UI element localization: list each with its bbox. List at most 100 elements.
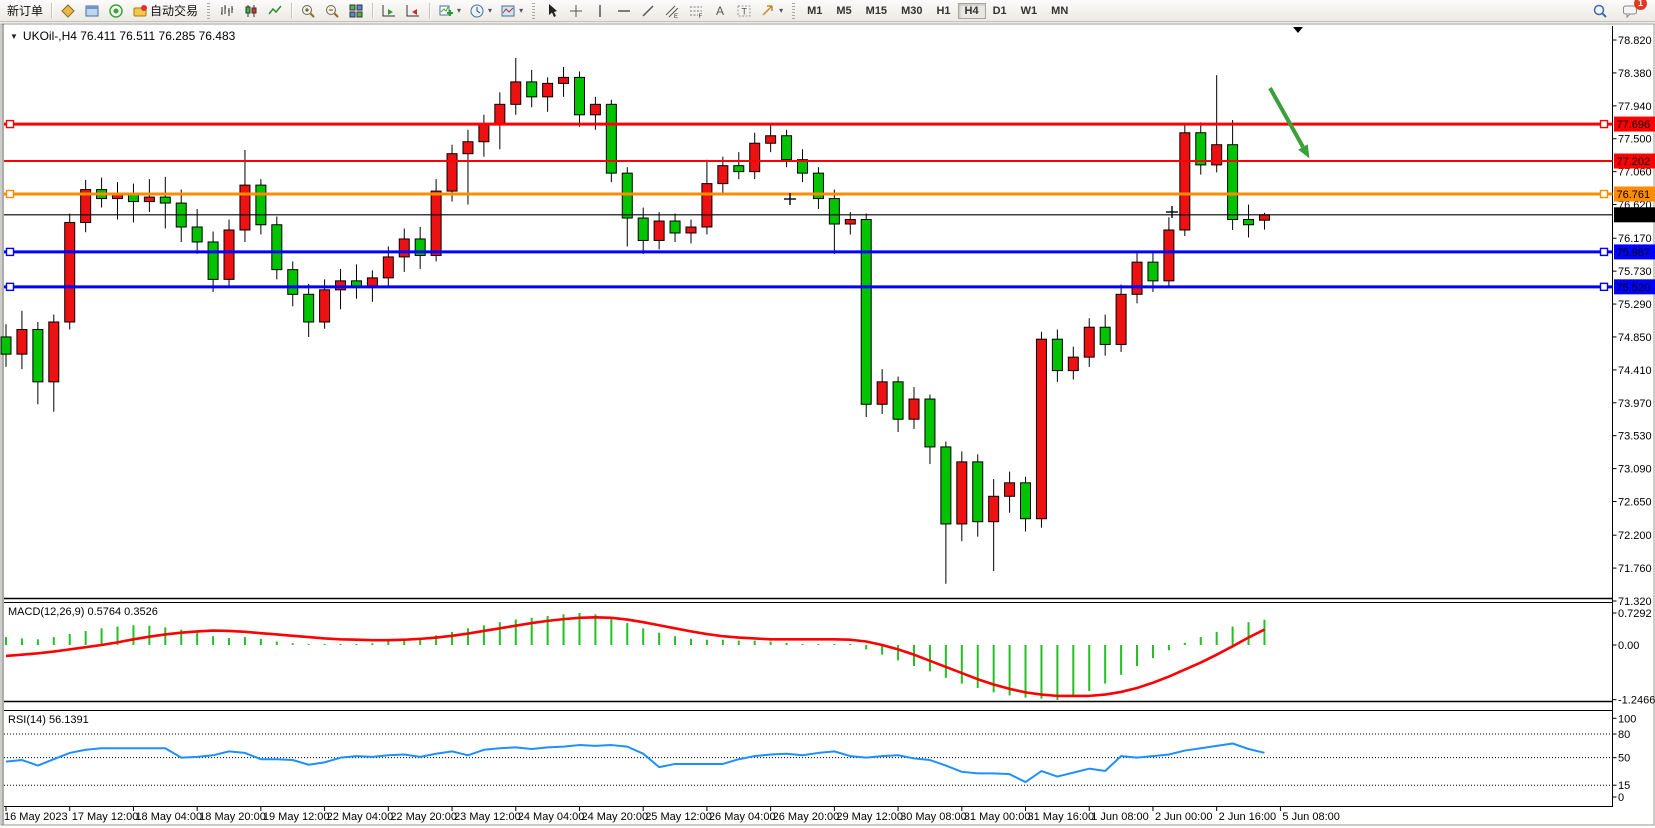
chevron-down-icon: ▾ — [457, 6, 462, 15]
timeframe-h1-button[interactable]: H1 — [936, 4, 951, 17]
line-handle[interactable] — [5, 119, 15, 129]
macd-axis-label: -1.2466 — [1618, 695, 1655, 707]
timeframe-m5-button[interactable]: M5 — [836, 4, 852, 17]
new-chart-icon — [439, 5, 454, 16]
line-handle[interactable] — [5, 247, 15, 257]
candles-layer — [0, 57, 1270, 584]
cursor-button[interactable] — [540, 0, 564, 22]
market-watch-button[interactable] — [56, 0, 80, 22]
timeframe-mn-button[interactable]: MN — [1051, 4, 1069, 17]
candle — [653, 212, 665, 250]
autotrading-button-label: 自动交易 — [150, 4, 199, 18]
time-axis-label: 22 May 04:00 — [327, 811, 394, 823]
timeframe-m30-button[interactable]: M30 — [901, 4, 923, 17]
timeframe-d1-button[interactable]: D1 — [992, 4, 1007, 17]
candle — [526, 69, 538, 108]
chart-window[interactable]: 78.820 78.380 77.940 77.500 77.060 76.620 76.1… — [0, 23, 1655, 828]
horizontal-line-77.202[interactable]: 77.202 — [4, 153, 1655, 169]
line-handle[interactable] — [1599, 282, 1609, 292]
price-chart[interactable]: 78.82078.38077.94077.50077.06076.62076.1… — [0, 23, 1655, 828]
candle — [1004, 471, 1016, 513]
candle — [892, 376, 904, 432]
candle — [940, 441, 952, 584]
templates-button[interactable]: ▾ — [496, 0, 527, 22]
horizontal-line-76.761[interactable]: 76.761 — [4, 186, 1655, 202]
cross-marker — [1166, 206, 1178, 218]
new-order-button-label: 新订单 — [7, 4, 44, 18]
horizontal-line-75.520[interactable]: 75.520 — [4, 279, 1655, 295]
timeframe-m15-button[interactable]: M15 — [865, 4, 888, 17]
text-label-button[interactable]: T — [732, 0, 756, 22]
equidistant-channel-button[interactable]: E — [660, 0, 684, 22]
candle — [191, 209, 203, 254]
candle — [717, 156, 729, 195]
trendline-button[interactable] — [636, 0, 660, 22]
line-handle[interactable] — [5, 282, 15, 292]
candle — [573, 71, 585, 127]
trend-arrow-annotation[interactable] — [1268, 87, 1310, 159]
navigator-button[interactable] — [80, 0, 104, 22]
time-axis-label: 19 May 12:00 — [263, 811, 330, 823]
new-order-button[interactable]: 新订单 — [3, 0, 47, 22]
price-badge-label: 77.696 — [1617, 119, 1651, 131]
price-axis-label: 72.650 — [1618, 497, 1652, 509]
horizontal-line-77.696[interactable]: 77.696 — [4, 116, 1655, 132]
price-badge-label: 76.761 — [1617, 189, 1651, 201]
signals-button[interactable] — [104, 0, 128, 22]
candle — [1020, 476, 1032, 532]
shapes-icon — [762, 4, 773, 16]
price-axis-label: 73.090 — [1618, 464, 1652, 476]
price-badge — [1614, 279, 1655, 295]
time-axis-label: 1 Jun 08:00 — [1091, 811, 1149, 823]
candle — [175, 189, 187, 242]
price-axis-label: 73.530 — [1618, 431, 1652, 443]
time-axis-label: 22 May 20:00 — [390, 811, 457, 823]
current-price-label: 76.483 — [1617, 210, 1651, 222]
candle — [430, 179, 442, 262]
vertical-line-button[interactable] — [588, 0, 612, 22]
periods-button[interactable]: ▾ — [465, 0, 496, 22]
rsi-axis-label: 100 — [1618, 713, 1636, 725]
auto-scroll-button[interactable] — [377, 0, 401, 22]
candle — [48, 314, 60, 412]
line-handle[interactable] — [1599, 189, 1609, 199]
search-button[interactable] — [1588, 0, 1612, 22]
auto-scroll-icon — [382, 4, 396, 16]
macd-signal-line — [5, 616, 1266, 698]
fibonacci-button[interactable]: F — [684, 0, 708, 22]
chat-button[interactable]: 1 — [1618, 0, 1647, 22]
zoom-out-button[interactable] — [320, 0, 344, 22]
clock-icon — [470, 4, 484, 17]
chart-shift-marker[interactable] — [1293, 27, 1303, 33]
text-label-icon: T — [737, 5, 751, 16]
horizontal-line-button[interactable] — [612, 0, 636, 22]
timeframe-m1-button[interactable]: M1 — [807, 4, 823, 17]
timeframe-w1-button[interactable]: W1 — [1020, 4, 1038, 17]
svg-text:E: E — [674, 14, 678, 19]
price-badge — [1614, 116, 1655, 132]
crosshair-button[interactable] — [564, 0, 588, 22]
tile-windows-button[interactable] — [344, 0, 368, 22]
text-button[interactable]: A — [708, 0, 732, 22]
line-handle[interactable] — [1599, 247, 1609, 257]
candlestick-button[interactable] — [239, 0, 263, 22]
autotrading-button[interactable]: 自动交易 — [128, 0, 202, 22]
timeframe-h4-button[interactable]: H4 — [957, 2, 986, 19]
line-handle[interactable] — [5, 189, 15, 199]
bar-chart-button[interactable] — [215, 0, 239, 22]
line-handle[interactable] — [1599, 119, 1609, 129]
time-axis-label: 23 May 12:00 — [454, 811, 521, 823]
arrows-button[interactable]: ▾ — [756, 0, 787, 22]
line-chart-button[interactable] — [263, 0, 287, 22]
zoom-in-button[interactable] — [296, 0, 320, 22]
candle — [32, 321, 44, 405]
toolbar-grip — [532, 2, 536, 19]
new-chart-button[interactable]: ▾ — [434, 0, 465, 22]
horizontal-line-75.987[interactable]: 75.987 — [4, 244, 1655, 260]
candle — [239, 149, 251, 242]
time-axis-label: 16 May 2023 — [4, 811, 68, 823]
chart-shift-button[interactable] — [401, 0, 425, 22]
candle — [605, 99, 617, 183]
macd-axis-label: 0.00 — [1618, 640, 1639, 652]
candle — [80, 179, 92, 233]
